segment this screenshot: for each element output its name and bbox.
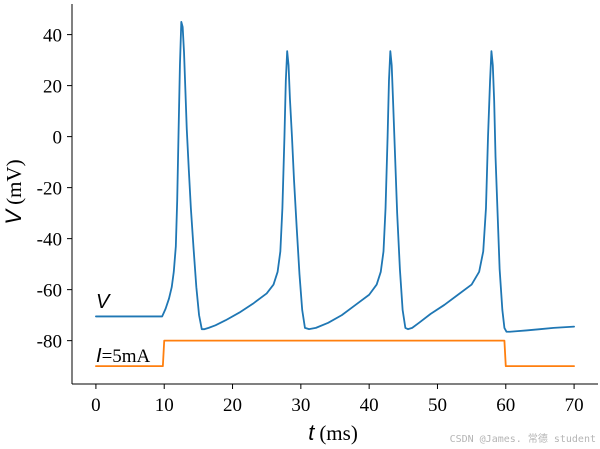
series-line-v	[95, 20, 575, 333]
y-tick-label: 0	[53, 128, 63, 149]
y-tick-label: 40	[43, 26, 62, 47]
series-line-i	[95, 339, 575, 368]
x-tick-label: 0	[91, 395, 101, 416]
x-axis-var: t	[308, 420, 315, 445]
annotation-v-var: V	[96, 291, 111, 313]
axes	[67, 4, 598, 389]
y-axis-var: V	[1, 208, 26, 225]
annotation-v: V	[96, 291, 111, 313]
y-tick-label: -60	[37, 281, 62, 302]
y-axis-title: V (mV)	[1, 159, 26, 224]
x-tick-label: 40	[360, 395, 379, 416]
annotation-current-var: I	[96, 345, 102, 367]
x-axis-unit: (ms)	[319, 421, 358, 445]
x-tick-label: 30	[291, 395, 310, 416]
y-axis-unit: (mV)	[2, 159, 26, 205]
x-tick-label: 10	[155, 395, 174, 416]
y-tick-label: -40	[37, 230, 62, 251]
x-tick-label: 60	[496, 395, 515, 416]
watermark: CSDN @James. 常德 student	[450, 432, 596, 445]
x-tick-label: 50	[428, 395, 447, 416]
y-tick-label: -20	[37, 179, 62, 200]
tick-labels: 0 10 20 30 40 50 60 70 40 20 0 -20 -40 -60 -80	[37, 26, 584, 416]
annotation-current-text: =5mA	[102, 346, 151, 367]
y-tick-label: -80	[37, 332, 62, 353]
x-axis-title: t (ms)	[308, 420, 358, 445]
x-tick-label: 20	[223, 395, 242, 416]
annotation-current: I=5mA	[96, 345, 151, 367]
plot-area	[95, 20, 575, 368]
y-tick-label: 20	[43, 77, 62, 98]
x-tick-label: 70	[565, 395, 584, 416]
